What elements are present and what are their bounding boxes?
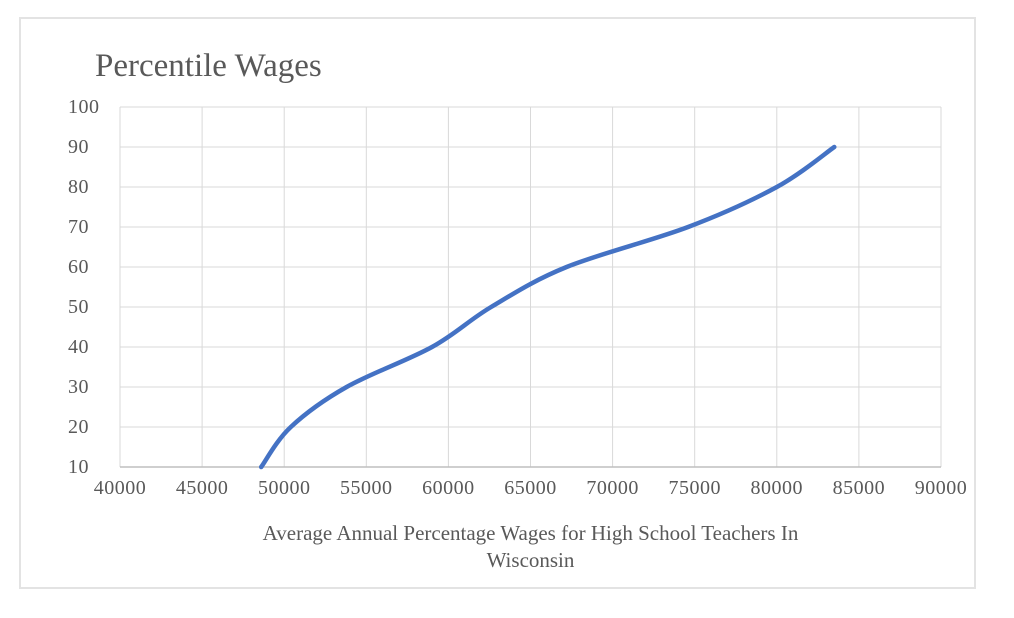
x-tick-label: 50000 — [257, 477, 311, 499]
y-tick-label: 30 — [68, 376, 89, 398]
plot-area — [119, 106, 942, 470]
y-tick-label: 60 — [68, 256, 89, 278]
y-tick-label: 90 — [68, 136, 89, 158]
x-tick-label: 85000 — [832, 477, 886, 499]
x-axis-title: Average Annual Percentage Wages for High… — [120, 520, 941, 574]
chart-frame: Percentile Wages 10 20 30 40 50 60 70 80 90 100 4… — [19, 17, 976, 589]
y-tick-label: 100 — [68, 96, 100, 118]
x-tick-label: 60000 — [422, 477, 475, 499]
y-tick-label: 70 — [68, 216, 89, 238]
y-tick-label: 20 — [68, 416, 89, 438]
x-tick-label: 40000 — [93, 477, 147, 499]
x-tick-label: 55000 — [340, 477, 393, 499]
x-tick-label: 75000 — [668, 477, 721, 499]
x-tick-label: 45000 — [175, 477, 229, 499]
x-tick-label: 65000 — [504, 477, 557, 499]
x-tick-label: 80000 — [750, 477, 804, 499]
y-tick-label: 10 — [68, 456, 89, 478]
y-tick-label: 40 — [68, 336, 89, 358]
x-axis-title-line: Wisconsin — [486, 548, 575, 572]
chart-title: Percentile Wages — [95, 48, 322, 84]
y-tick-label: 50 — [68, 296, 89, 318]
y-tick-label: 80 — [68, 176, 89, 198]
x-axis-title-line: Average Annual Percentage Wages for High… — [262, 521, 799, 545]
x-tick-label: 90000 — [914, 477, 968, 499]
x-tick-label: 70000 — [586, 477, 639, 499]
data-series-line — [258, 144, 837, 470]
